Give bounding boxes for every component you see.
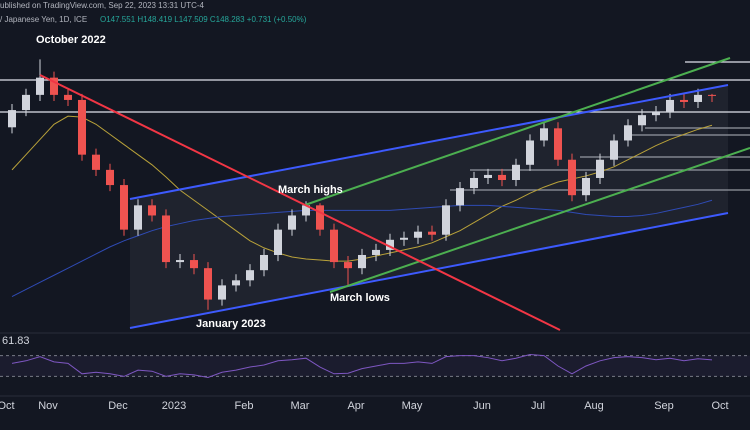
candle-body bbox=[414, 231, 422, 238]
candle-body bbox=[554, 128, 562, 160]
rsi-line bbox=[11, 354, 713, 378]
candle-body bbox=[302, 205, 310, 216]
x-tick-label: Mar bbox=[291, 400, 310, 412]
candle-body bbox=[204, 268, 212, 300]
candle-body bbox=[526, 140, 534, 165]
trend-line bbox=[129, 84, 729, 200]
x-tick-label: 2023 bbox=[162, 400, 186, 412]
candle-body bbox=[162, 215, 170, 263]
candle-body bbox=[582, 177, 590, 196]
trend-line bbox=[39, 74, 561, 331]
candle-body bbox=[512, 164, 520, 180]
candle-body bbox=[708, 94, 716, 96]
candle-body bbox=[386, 239, 394, 250]
symbol-text: / Japanese Yen, 1D, ICE bbox=[0, 15, 87, 24]
annotation: March highs bbox=[278, 184, 343, 196]
candle-body bbox=[148, 205, 156, 216]
candle-body bbox=[288, 215, 296, 230]
candle-body bbox=[120, 185, 128, 230]
candle-body bbox=[218, 285, 226, 300]
candle-body bbox=[470, 177, 478, 189]
candle-body bbox=[694, 94, 702, 102]
x-tick-label: Dec bbox=[108, 400, 128, 412]
candle-body bbox=[260, 254, 268, 271]
candle-body bbox=[442, 205, 450, 235]
candle-body bbox=[22, 94, 30, 111]
candle-body bbox=[8, 110, 16, 128]
candle-body bbox=[92, 154, 100, 170]
candle-body bbox=[680, 99, 688, 102]
candle-body bbox=[50, 77, 58, 95]
candle-body bbox=[344, 262, 352, 269]
annotation: March lows bbox=[330, 292, 390, 304]
trend-line bbox=[129, 212, 729, 329]
candle-body bbox=[540, 128, 548, 141]
candle-body bbox=[372, 249, 380, 255]
x-tick-label: Oct bbox=[0, 400, 15, 412]
moving-average bbox=[11, 199, 713, 297]
x-tick-label: Apr bbox=[347, 400, 364, 412]
candle-body bbox=[330, 229, 338, 263]
candle-body bbox=[106, 169, 114, 186]
candle-body bbox=[456, 188, 464, 206]
candle-body bbox=[666, 99, 674, 113]
trend-line bbox=[329, 147, 750, 293]
annotation: October 2022 bbox=[36, 34, 106, 46]
candle-body bbox=[64, 94, 72, 100]
candle-body bbox=[316, 205, 324, 230]
channel-shade bbox=[130, 85, 728, 328]
candle-body bbox=[498, 174, 506, 180]
candle-body bbox=[78, 99, 86, 155]
ohlc-text: O147.551 H148.419 L147.509 C148.283 +0.7… bbox=[100, 15, 307, 24]
source-text: ublished on TradingView.com, Sep 22, 202… bbox=[0, 1, 205, 10]
x-tick-label: Sep bbox=[654, 400, 674, 412]
rsi-value-label: 61.83 bbox=[2, 335, 30, 347]
candle-body bbox=[190, 260, 198, 269]
candle-body bbox=[232, 280, 240, 286]
candle-body bbox=[638, 115, 646, 126]
candle-body bbox=[358, 254, 366, 269]
candle-body bbox=[428, 231, 436, 235]
x-tick-label: Oct bbox=[711, 400, 728, 412]
candle-body bbox=[176, 260, 184, 263]
candle-body bbox=[624, 125, 632, 141]
x-tick-label: May bbox=[402, 400, 423, 412]
candle-body bbox=[610, 140, 618, 160]
candle-body bbox=[652, 112, 660, 116]
x-tick-label: Jul bbox=[531, 400, 545, 412]
x-tick-label: Feb bbox=[235, 400, 254, 412]
annotation: January 2023 bbox=[196, 318, 266, 330]
trend-line bbox=[304, 57, 731, 206]
candle-body bbox=[568, 159, 576, 196]
candle-body bbox=[596, 159, 604, 178]
x-tick-label: Jun bbox=[473, 400, 491, 412]
x-tick-label: Aug bbox=[584, 400, 604, 412]
candle-body bbox=[246, 270, 254, 281]
candle-body bbox=[400, 237, 408, 240]
candle-body bbox=[134, 205, 142, 230]
candle-body bbox=[484, 174, 492, 178]
candle-body bbox=[36, 77, 44, 95]
x-tick-label: Nov bbox=[38, 400, 58, 412]
candle-body bbox=[274, 229, 282, 255]
